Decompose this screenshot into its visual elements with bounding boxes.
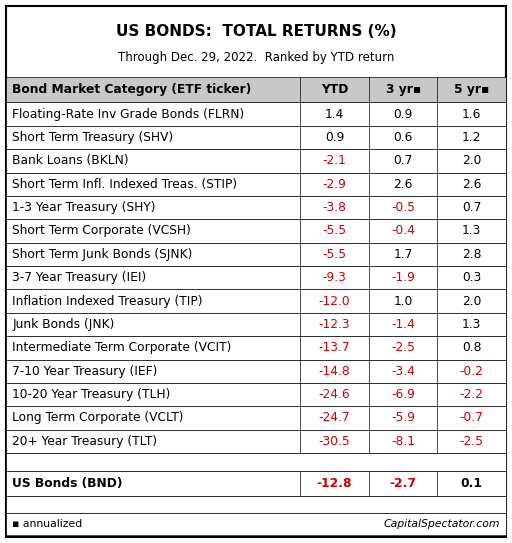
Text: -2.7: -2.7 xyxy=(390,477,417,490)
Text: 7-10 Year Treasury (IEF): 7-10 Year Treasury (IEF) xyxy=(12,365,158,378)
Text: -1.4: -1.4 xyxy=(391,318,415,331)
Bar xyxy=(6,359,506,383)
Text: US BONDS:  TOTAL RETURNS (%): US BONDS: TOTAL RETURNS (%) xyxy=(116,24,396,40)
Text: -12.8: -12.8 xyxy=(317,477,352,490)
Text: Intermediate Term Corporate (VCIT): Intermediate Term Corporate (VCIT) xyxy=(12,342,231,355)
Text: -3.4: -3.4 xyxy=(391,365,415,378)
Text: 0.9: 0.9 xyxy=(325,131,344,144)
Text: -2.9: -2.9 xyxy=(323,178,347,191)
Bar xyxy=(6,149,506,173)
Text: 1.6: 1.6 xyxy=(462,108,481,121)
Text: 0.8: 0.8 xyxy=(462,342,481,355)
Text: Bank Loans (BKLN): Bank Loans (BKLN) xyxy=(12,154,129,167)
Text: Junk Bonds (JNK): Junk Bonds (JNK) xyxy=(12,318,115,331)
Text: CapitalSpectator.com: CapitalSpectator.com xyxy=(383,519,500,529)
Text: Short Term Treasury (SHV): Short Term Treasury (SHV) xyxy=(12,131,174,144)
Text: 2.0: 2.0 xyxy=(462,154,481,167)
Text: 1-3 Year Treasury (SHY): 1-3 Year Treasury (SHY) xyxy=(12,201,156,214)
Text: -5.5: -5.5 xyxy=(323,224,347,237)
Text: -24.7: -24.7 xyxy=(318,412,350,425)
Text: -12.0: -12.0 xyxy=(318,295,350,307)
Text: -2.5: -2.5 xyxy=(460,435,484,448)
Text: 5 yr▪: 5 yr▪ xyxy=(454,83,489,96)
Bar xyxy=(6,383,506,406)
Bar xyxy=(6,77,506,103)
Text: Bond Market Category (ETF ticker): Bond Market Category (ETF ticker) xyxy=(12,83,251,96)
Bar xyxy=(6,406,506,430)
Text: Inflation Indexed Treasury (TIP): Inflation Indexed Treasury (TIP) xyxy=(12,295,203,307)
Bar xyxy=(6,126,506,149)
Text: 2.8: 2.8 xyxy=(462,248,481,261)
Bar xyxy=(6,336,506,359)
Text: -2.1: -2.1 xyxy=(323,154,347,167)
Text: 0.6: 0.6 xyxy=(393,131,413,144)
Text: 1.2: 1.2 xyxy=(462,131,481,144)
Text: 1.3: 1.3 xyxy=(462,224,481,237)
Bar xyxy=(6,266,506,289)
Text: -13.7: -13.7 xyxy=(318,342,350,355)
Text: -0.4: -0.4 xyxy=(391,224,415,237)
Text: US Bonds (BND): US Bonds (BND) xyxy=(12,477,122,490)
Text: Through Dec. 29, 2022.  Ranked by YTD return: Through Dec. 29, 2022. Ranked by YTD ret… xyxy=(118,51,394,64)
Text: -3.8: -3.8 xyxy=(323,201,347,214)
Bar xyxy=(6,103,506,126)
Bar xyxy=(6,430,506,453)
Text: 1.3: 1.3 xyxy=(462,318,481,331)
Text: ▪ annualized: ▪ annualized xyxy=(12,519,82,529)
Text: Long Term Corporate (VCLT): Long Term Corporate (VCLT) xyxy=(12,412,184,425)
Bar xyxy=(6,219,506,243)
Text: -1.9: -1.9 xyxy=(391,271,415,284)
Text: 2.0: 2.0 xyxy=(462,295,481,307)
Text: Short Term Junk Bonds (SJNK): Short Term Junk Bonds (SJNK) xyxy=(12,248,193,261)
Text: -0.5: -0.5 xyxy=(391,201,415,214)
Text: -30.5: -30.5 xyxy=(318,435,350,448)
Text: -6.9: -6.9 xyxy=(391,388,415,401)
Text: -9.3: -9.3 xyxy=(323,271,347,284)
Bar xyxy=(6,471,506,496)
Text: YTD: YTD xyxy=(321,83,348,96)
Text: 0.7: 0.7 xyxy=(393,154,413,167)
Bar xyxy=(6,173,506,196)
Text: -12.3: -12.3 xyxy=(318,318,350,331)
Bar xyxy=(6,196,506,219)
Text: 1.4: 1.4 xyxy=(325,108,344,121)
Text: 0.1: 0.1 xyxy=(461,477,483,490)
Text: 20+ Year Treasury (TLT): 20+ Year Treasury (TLT) xyxy=(12,435,157,448)
Text: -24.6: -24.6 xyxy=(318,388,350,401)
Bar xyxy=(6,313,506,336)
Text: -2.5: -2.5 xyxy=(391,342,415,355)
Text: 0.3: 0.3 xyxy=(462,271,481,284)
Text: 2.6: 2.6 xyxy=(462,178,481,191)
Text: 10-20 Year Treasury (TLH): 10-20 Year Treasury (TLH) xyxy=(12,388,170,401)
Text: -8.1: -8.1 xyxy=(391,435,415,448)
Text: -2.2: -2.2 xyxy=(460,388,484,401)
Text: -5.9: -5.9 xyxy=(391,412,415,425)
Text: 3-7 Year Treasury (IEI): 3-7 Year Treasury (IEI) xyxy=(12,271,146,284)
Text: 1.0: 1.0 xyxy=(393,295,413,307)
Text: 3 yr▪: 3 yr▪ xyxy=(386,83,421,96)
Text: Floating-Rate Inv Grade Bonds (FLRN): Floating-Rate Inv Grade Bonds (FLRN) xyxy=(12,108,244,121)
Bar xyxy=(6,513,506,535)
Bar xyxy=(6,453,506,471)
Text: 1.7: 1.7 xyxy=(393,248,413,261)
Text: -5.5: -5.5 xyxy=(323,248,347,261)
Bar xyxy=(6,289,506,313)
Text: -0.7: -0.7 xyxy=(460,412,484,425)
Bar xyxy=(6,496,506,513)
Text: 0.7: 0.7 xyxy=(462,201,481,214)
Text: -0.2: -0.2 xyxy=(460,365,484,378)
Text: 0.9: 0.9 xyxy=(393,108,413,121)
Bar xyxy=(6,243,506,266)
Text: -14.8: -14.8 xyxy=(318,365,350,378)
Text: Short Term Corporate (VCSH): Short Term Corporate (VCSH) xyxy=(12,224,191,237)
Text: Short Term Infl. Indexed Treas. (STIP): Short Term Infl. Indexed Treas. (STIP) xyxy=(12,178,237,191)
Text: 2.6: 2.6 xyxy=(393,178,413,191)
